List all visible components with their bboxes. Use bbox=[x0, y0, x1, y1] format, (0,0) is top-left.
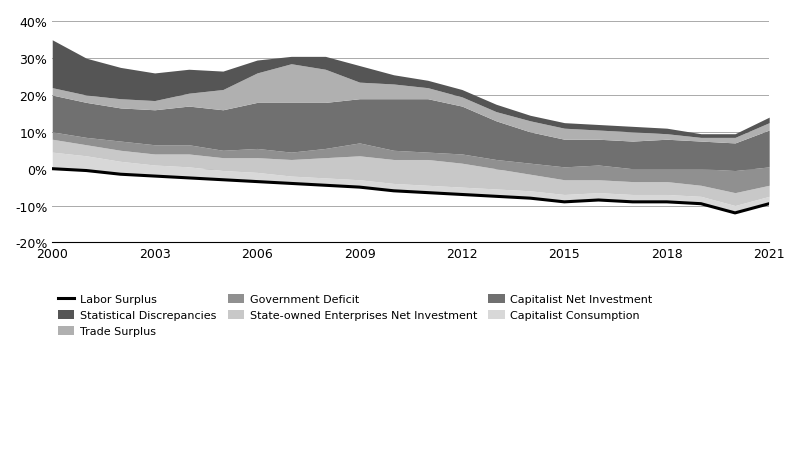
Legend: Labor Surplus, Statistical Discrepancies, Trade Surplus, Government Deficit, Sta: Labor Surplus, Statistical Discrepancies… bbox=[58, 294, 653, 336]
